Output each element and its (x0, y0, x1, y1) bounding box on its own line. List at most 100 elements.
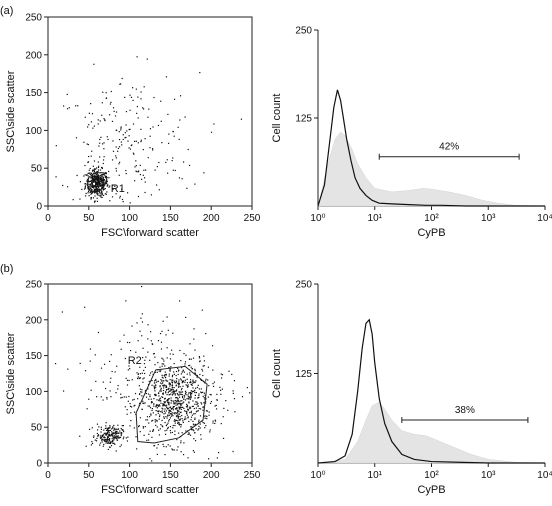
y-tick-label: 100 (25, 387, 42, 398)
scatter-point (154, 169, 156, 171)
scatter-point (161, 365, 163, 367)
x-tick-label: 100 (121, 213, 138, 224)
scatter-point (105, 180, 108, 182)
scatter-point (98, 426, 100, 428)
scatter-point (155, 184, 158, 186)
scatter-point (169, 406, 172, 408)
scatter-point (194, 349, 196, 351)
scatter-point (180, 442, 182, 444)
scatter-point (110, 377, 112, 379)
scatter-point (190, 392, 192, 395)
scatter-point (137, 117, 139, 119)
scatter-point (93, 175, 96, 177)
scatter-point (120, 126, 122, 128)
scatter-point (166, 316, 168, 318)
scatter-point (176, 389, 178, 391)
scatter-point (95, 186, 98, 188)
scatter-point (167, 422, 169, 424)
scatter-point (112, 426, 114, 429)
scatter-point (88, 112, 90, 114)
scatter-point (90, 172, 93, 174)
scatter-point (96, 194, 99, 196)
scatter-point (178, 432, 180, 434)
scatter-point (96, 184, 98, 186)
scatter-point (109, 441, 112, 443)
scatter-point (98, 185, 100, 187)
scatter-point (173, 391, 175, 394)
scatter-point (199, 373, 201, 376)
scatter-point (109, 427, 111, 429)
scatter-point (177, 126, 179, 128)
scatter-point (95, 176, 97, 179)
scatter-point (155, 381, 158, 383)
x-tick-label: 10⁴ (537, 213, 552, 224)
scatter-point (90, 389, 92, 391)
scatter-point (167, 426, 169, 429)
scatter-point (173, 371, 175, 373)
scatter-point (186, 406, 189, 408)
scatter-point (90, 103, 92, 105)
scatter-point (105, 442, 107, 444)
scatter-point (99, 175, 101, 177)
scatter-point (192, 379, 194, 381)
scatter-point (204, 380, 207, 382)
scatter-point (101, 180, 103, 182)
scatter-point (145, 396, 148, 398)
scatter-point (139, 173, 141, 176)
scatter-point (119, 436, 122, 439)
y-tick-label: 100 (25, 126, 42, 137)
scatter-point (99, 184, 101, 186)
scatter-point (99, 442, 102, 444)
scatter-point (117, 436, 119, 439)
scatter-point (93, 185, 95, 187)
scatter-point (149, 416, 151, 418)
scatter-point (115, 433, 117, 435)
scatter-point (180, 359, 182, 362)
scatter-point (185, 410, 187, 413)
scatter-point (130, 144, 132, 147)
scatter-point (100, 434, 102, 437)
scatter-point (132, 123, 135, 125)
scatter-point (129, 148, 132, 150)
scatter-point (110, 90, 112, 93)
scatter-point (92, 174, 94, 177)
scatter-point (179, 119, 181, 121)
scatter-point (199, 415, 202, 417)
scatter-point (119, 195, 121, 197)
scatter-point (83, 175, 85, 177)
scatter-point (93, 63, 95, 65)
scatter-point (144, 138, 146, 140)
scatter-point (113, 434, 115, 437)
scatter-point (171, 407, 173, 409)
scatter-point (139, 417, 141, 419)
scatter-point (119, 197, 121, 199)
x-tick-label: 10⁰ (310, 470, 325, 481)
scatter-point (162, 358, 164, 360)
scatter-point (128, 135, 130, 137)
scatter-point (131, 325, 133, 327)
scatter-point (132, 399, 134, 401)
scatter-point (153, 385, 155, 387)
scatter-point (159, 386, 161, 388)
scatter-point (98, 194, 100, 196)
scatter-point (103, 363, 106, 365)
scatter-point (106, 136, 108, 138)
scatter-point (172, 405, 174, 408)
scatter-point (194, 373, 197, 375)
scatter-point (181, 394, 183, 396)
scatter-point (120, 397, 122, 399)
scatter-point (154, 364, 156, 366)
scatter-point (174, 394, 176, 396)
scatter-point (169, 368, 171, 370)
x-tick-label: 10³ (481, 470, 496, 481)
scatter-point (120, 444, 123, 446)
scatter-point (197, 410, 199, 412)
scatter-point (102, 435, 104, 437)
scatter-point (164, 412, 166, 414)
scatter-point (184, 390, 187, 392)
scatter-point (178, 369, 180, 371)
scatter-point (162, 389, 165, 392)
scatter-point (194, 423, 196, 426)
scatter-point (93, 180, 95, 182)
scatter-point (96, 174, 98, 176)
